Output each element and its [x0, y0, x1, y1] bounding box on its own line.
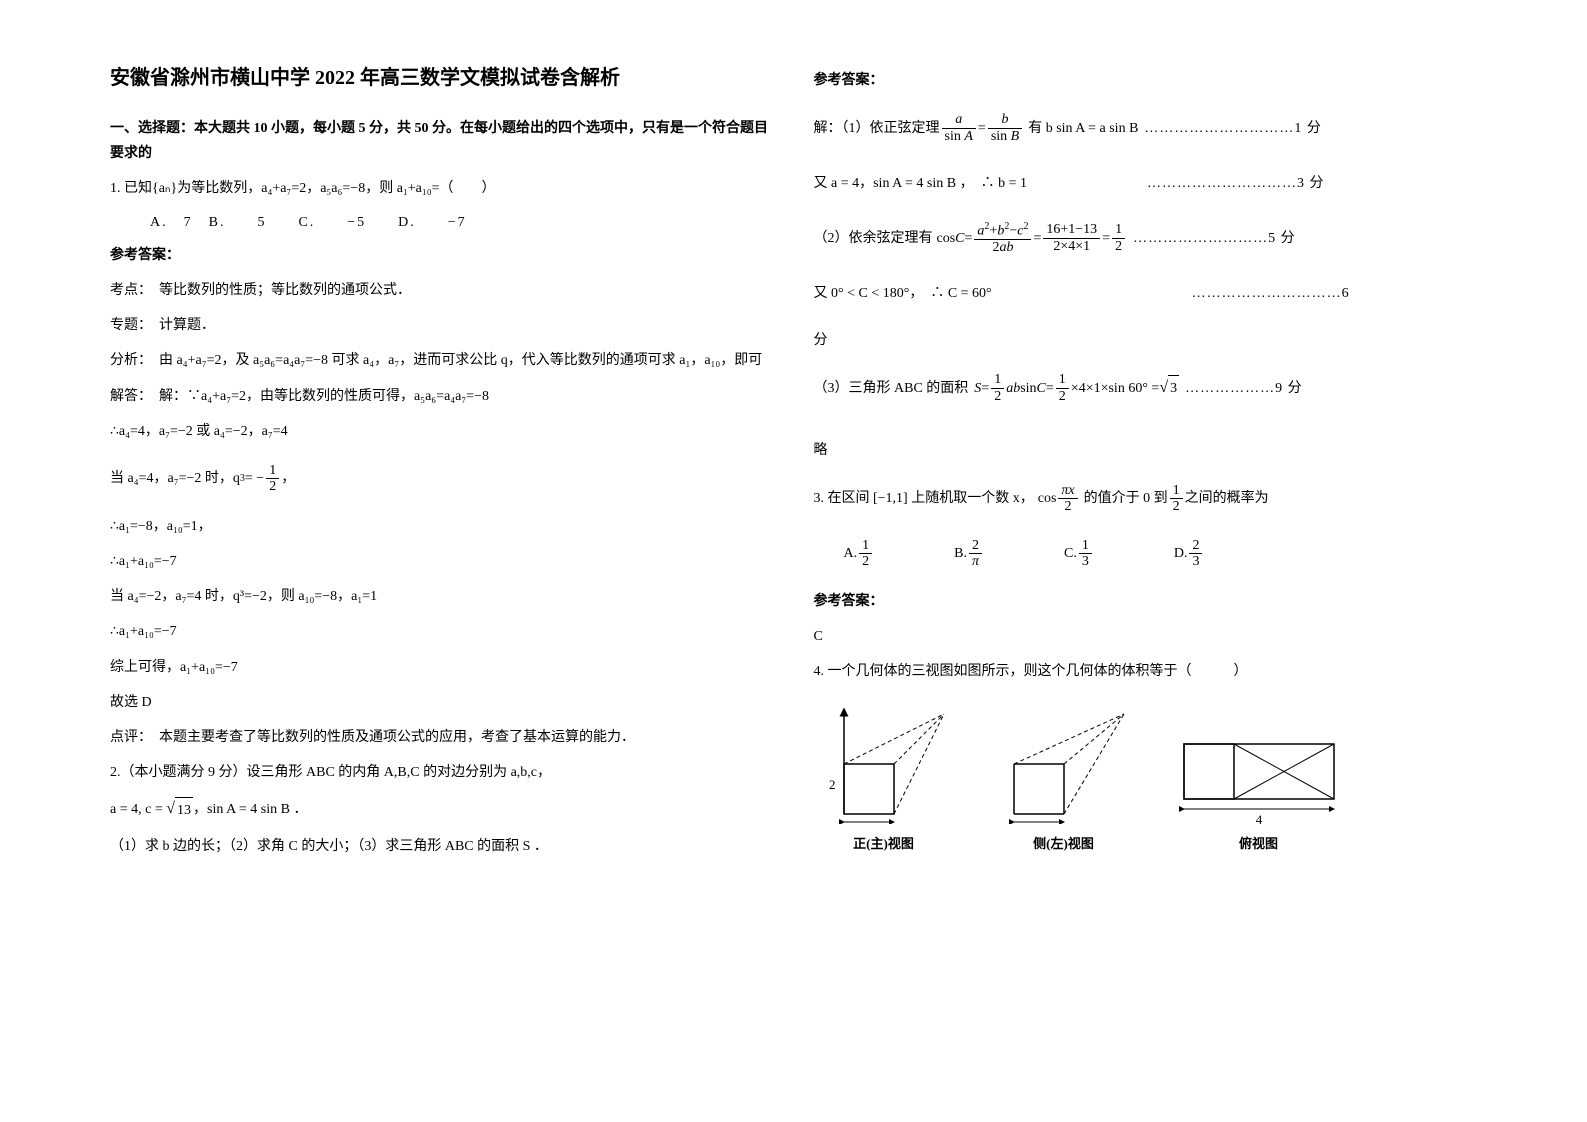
question-1-options: A. 7 B. 5 C. −5 D. −7 — [150, 210, 774, 235]
q1-dianping: 点评： 本题主要考查了等比数列的性质及通项公式的应用，考查了基本运算的能力． — [110, 725, 774, 750]
q3-pre: 3. 在区间 [−1,1] 上随机取一个数 x， — [814, 486, 1034, 511]
cos-expr: cos πx2 — [1038, 483, 1080, 515]
q1-line5: 当 a₄=−2，a₇=4 时，q³=−2，则 a₁₀=−8，a₁=1 — [110, 584, 774, 609]
score-3: ………………………5 分 — [1133, 226, 1296, 251]
q2-sol3: （2）依余弦定理有 cos C = a2+b2−c22ab = 16+1−132… — [814, 218, 1478, 258]
score-1: …………………………1 分 — [1144, 116, 1322, 141]
question-3: 3. 在区间 [−1,1] 上随机取一个数 x， cos πx2 的值介于 0 … — [814, 479, 1478, 519]
area-formula: S = 12 ab sin C = 12 ×4×1×sin 60° = √3 — [974, 372, 1179, 404]
q2-sol2: 又 a = 4，sin A = 4 sin B ， ∴ b = 1 ………………… — [814, 163, 1478, 203]
q2-parts: （1）求 b 边的长；（2）求角 C 的大小；（3）求三角形 ABC 的面积 S… — [110, 834, 774, 859]
q3-optC: C. 13 — [1064, 538, 1094, 570]
q3-optA: A. 12 — [844, 538, 875, 570]
three-views: 2 2 正(主)视图 2 侧(左)视图 — [814, 704, 1478, 855]
q3-end: 之间的概率为 — [1185, 486, 1269, 511]
q1-jieda: 解答： 解：∵a₄+a₇=2，由等比数列的性质可得，a₅a₆=a₄a₇=−8 — [110, 384, 774, 409]
side-label: 侧(左)视图 — [994, 832, 1134, 855]
q1-zhuanti: 专题： 计算题． — [110, 313, 774, 338]
score-2: …………………………3 分 — [1147, 171, 1325, 196]
q3-post: 的值介于 0 到 — [1084, 486, 1168, 511]
half-frac: 12 — [1170, 483, 1183, 515]
q2-text: 2.（本小题满分 9 分）设三角形 ABC 的内角 A,B,C 的对边分别为 a… — [110, 765, 551, 780]
q1-line7: 综上可得，a₁+a₁₀=−7 — [110, 655, 774, 680]
q2-sol5: （3）三角形 ABC 的面积 S = 12 ab sin C = 12 ×4×1… — [814, 368, 1478, 408]
q1-kaodian: 考点： 等比数列的性质；等比数列的通项公式． — [110, 278, 774, 303]
optA-label: A. — [844, 541, 858, 566]
q1-line3: ∴a₁=−8，a₁₀=1， — [110, 514, 774, 539]
optC-label: C. — [1064, 541, 1077, 566]
q3-answer: C — [814, 624, 1478, 649]
q1-line6: ∴a₁+a₁₀=−7 — [110, 619, 774, 644]
score-4: …………………………6 — [1192, 281, 1350, 306]
side-view: 2 侧(左)视图 — [994, 704, 1134, 855]
sol2-pre: 又 a = 4，sin A = 4 sin B ， ∴ b = 1 — [814, 171, 1027, 196]
top-view-svg: 4 — [1174, 734, 1344, 824]
q1-formula-q3: 当 a₄=4，a₇=−2 时， q3 = − 12 ， — [110, 459, 774, 499]
q1-fenxi: 分析： 由 a₄+a₇=2，及 a₅a₆=a₄a₇=−8 可求 a₄，a₇，进而… — [110, 348, 774, 373]
q1-line4: ∴a₁+a₁₀=−7 — [110, 549, 774, 574]
top-label: 俯视图 — [1174, 832, 1344, 855]
side-view-svg: 2 — [994, 704, 1134, 824]
top-view: 4 俯视图 — [1174, 734, 1344, 855]
front-view-svg: 2 2 — [814, 704, 954, 824]
exam-title: 安徽省滁州市横山中学 2022 年高三数学文模拟试卷含解析 — [110, 60, 774, 96]
score-5: ………………9 分 — [1185, 376, 1303, 401]
q2-sol1: 解：（1）依正弦定理 asin A = bsin B 有 b sin A = a… — [814, 108, 1478, 148]
answer-label-2: 参考答案： — [814, 68, 1478, 93]
lue: 略 — [814, 438, 1478, 463]
q3-optD: D. 23 — [1174, 538, 1205, 570]
q1-line1: ∴a₄=4，a₇=−2 或 a₄=−2，a₇=4 — [110, 419, 774, 444]
question-2: 2.（本小题满分 9 分）设三角形 ABC 的内角 A,B,C 的对边分别为 a… — [110, 760, 774, 785]
optB-label: B. — [954, 541, 967, 566]
answer-label-3: 参考答案： — [814, 589, 1478, 614]
q3-options: A. 12 B. 2π C. 13 D. 23 — [844, 534, 1478, 574]
front-view: 2 2 正(主)视图 — [814, 704, 954, 855]
right-column: 参考答案： 解：（1）依正弦定理 asin A = bsin B 有 b sin… — [794, 60, 1498, 1062]
question-1: 1. 已知{aₙ}为等比数列，a₄+a₇=2，a₅a₆=−8，则 a₁+a₁₀=… — [110, 176, 774, 201]
sol3-pre: （2）依余弦定理有 — [814, 226, 933, 251]
question-4: 4. 一个几何体的三视图如图所示，则这个几何体的体积等于（ ） — [814, 659, 1478, 684]
score-4-suffix: 分 — [814, 328, 1478, 353]
sol5-pre: （3）三角形 ABC 的面积 — [814, 376, 969, 401]
q1-line2-pre: 当 a₄=4，a₇=−2 时， — [110, 466, 233, 491]
section-1-header: 一、选择题：本大题共 10 小题，每小题 5 分，共 50 分。在每小题给出的四… — [110, 116, 774, 166]
dim-h: 2 — [829, 777, 836, 792]
q2-sol4: 又 0° < C < 180°， ∴ C = 60° …………………………6 — [814, 273, 1478, 313]
left-column: 安徽省滁州市横山中学 2022 年高三数学文模拟试卷含解析 一、选择题：本大题共… — [90, 60, 794, 1062]
sol1-post: 有 b sin A = a sin B — [1028, 116, 1138, 141]
sine-rule: asin A = bsin B — [940, 112, 1025, 144]
optD-label: D. — [1174, 541, 1188, 566]
q3-equals: q3 = − 12 ， — [233, 463, 295, 495]
q2-cond: a = 4, c = √13，sin A = 4 sin B ． — [110, 795, 774, 824]
q1-line8: 故选 D — [110, 690, 774, 715]
sol1-pre: 解：（1）依正弦定理 — [814, 116, 940, 141]
answer-label: 参考答案： — [110, 243, 774, 268]
q3-optB: B. 2π — [954, 538, 984, 570]
sol4-text: 又 0° < C < 180°， ∴ C = 60° — [814, 281, 992, 306]
cosine-rule: cos C = a2+b2−c22ab = 16+1−132×4×1 = 12 — [937, 221, 1128, 255]
top-dim: 4 — [1255, 812, 1262, 824]
front-label: 正(主)视图 — [814, 832, 954, 855]
